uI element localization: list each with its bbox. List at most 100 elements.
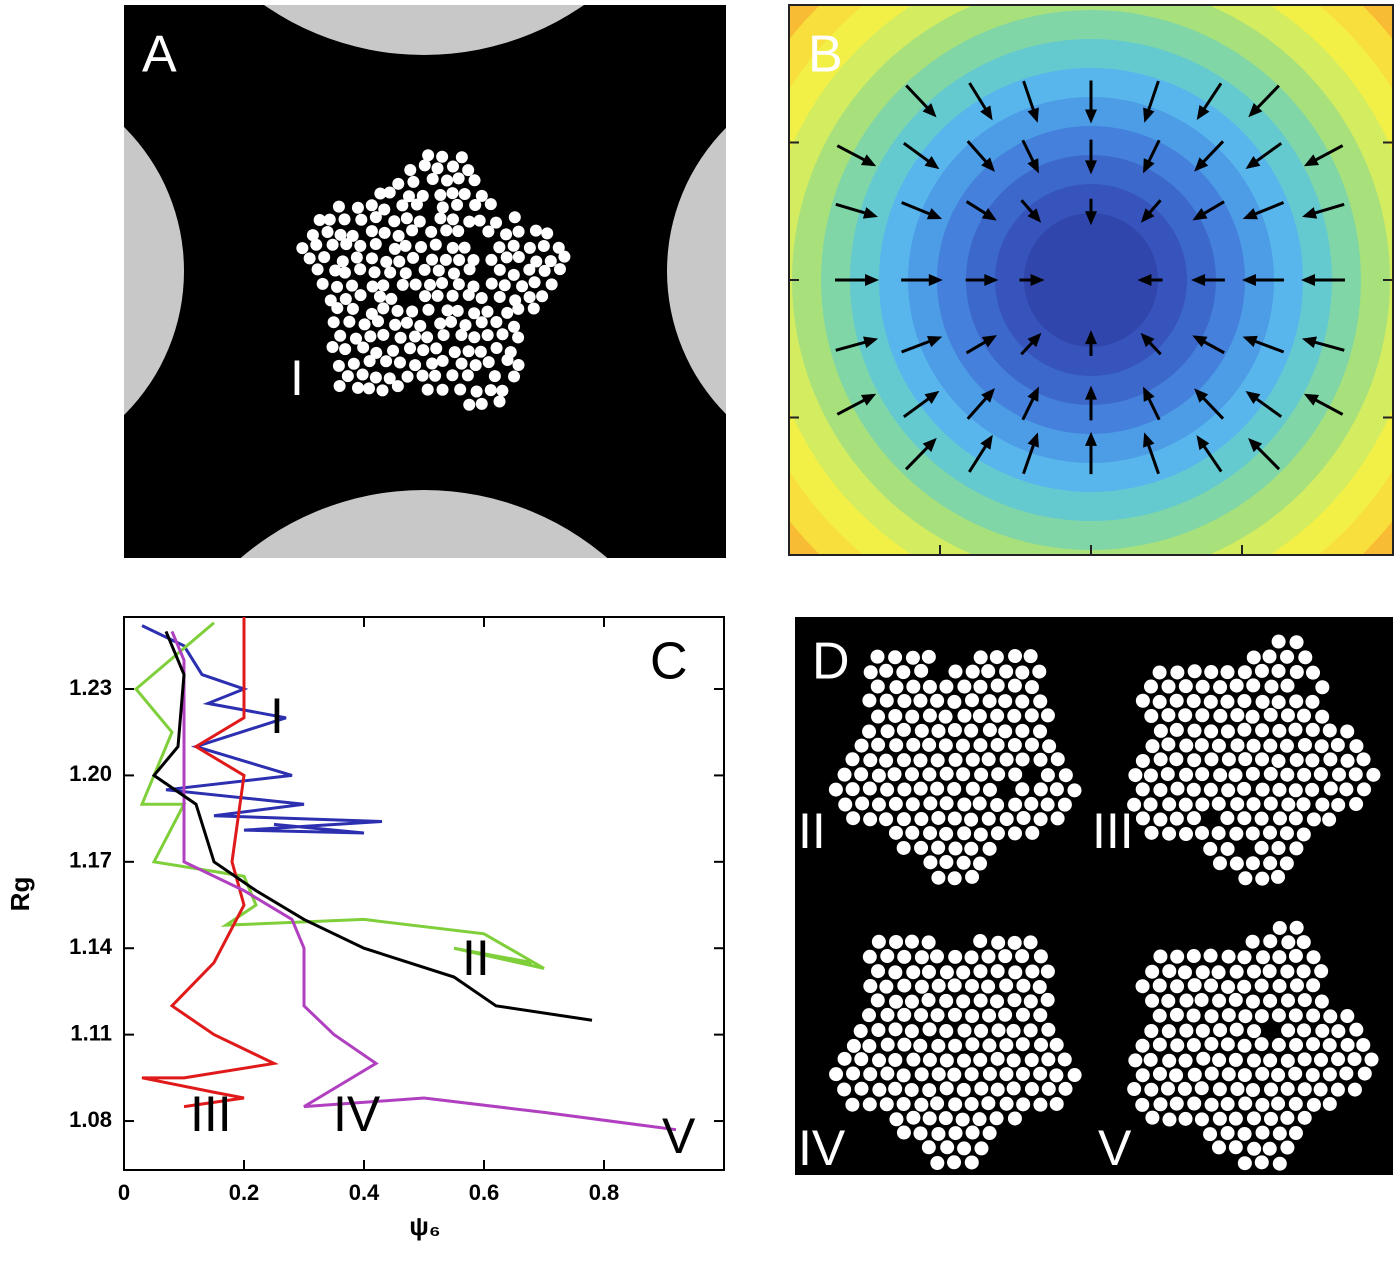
particle	[931, 810, 946, 825]
particle	[1254, 840, 1269, 855]
particle	[1177, 1081, 1192, 1096]
particle	[498, 279, 511, 292]
particle	[436, 201, 449, 214]
arrow-head	[1248, 437, 1263, 453]
particle	[991, 935, 1006, 950]
particle	[407, 251, 420, 264]
particle	[1237, 665, 1252, 680]
particle	[1288, 722, 1303, 737]
particle	[862, 1008, 877, 1023]
arrow-head	[1027, 158, 1039, 174]
particle	[905, 825, 920, 840]
particle	[829, 1067, 844, 1082]
particle	[1228, 768, 1243, 783]
particle	[880, 1007, 895, 1022]
particle	[340, 238, 353, 251]
particle	[1357, 1066, 1372, 1081]
particle	[422, 149, 435, 162]
particle	[392, 229, 405, 242]
particle	[904, 934, 919, 949]
particle	[1306, 950, 1321, 965]
particle	[1204, 1009, 1219, 1024]
particle	[1298, 650, 1313, 665]
particle	[346, 279, 359, 292]
particle	[394, 331, 407, 344]
particle	[363, 355, 376, 368]
arrow-head	[1140, 332, 1155, 348]
particle	[370, 346, 383, 359]
particle	[1297, 737, 1312, 752]
particle	[436, 383, 449, 396]
particle	[913, 781, 928, 796]
particle	[426, 253, 439, 266]
particle	[399, 267, 412, 280]
particle	[964, 723, 979, 738]
particle	[1153, 782, 1168, 797]
particle	[1305, 665, 1320, 680]
particle	[454, 383, 467, 396]
particle	[436, 354, 449, 367]
annotation: III	[190, 1086, 232, 1142]
particle	[415, 240, 428, 253]
plot-frame	[123, 616, 725, 1171]
particle	[956, 1053, 971, 1068]
particle	[1212, 993, 1227, 1008]
annotation: I	[270, 688, 284, 744]
particle	[1272, 978, 1287, 993]
particle	[896, 1068, 911, 1083]
particle	[1220, 665, 1235, 680]
particle	[516, 280, 529, 293]
particle	[998, 949, 1013, 964]
arrow-head	[1196, 435, 1210, 451]
particle	[1143, 679, 1158, 694]
x-tick-label: 0	[118, 1180, 130, 1205]
particle	[1008, 797, 1023, 812]
particle	[904, 767, 919, 782]
particle	[1015, 949, 1030, 964]
particle	[922, 767, 937, 782]
particle	[332, 200, 345, 213]
particle	[863, 665, 878, 680]
particle	[1007, 708, 1022, 723]
particle	[938, 738, 953, 753]
particle	[1007, 935, 1022, 950]
x-tick-label: 0.8	[589, 1180, 620, 1205]
particle	[1006, 1053, 1021, 1068]
particle	[1221, 1008, 1236, 1023]
particle	[1296, 797, 1311, 812]
particle	[1280, 708, 1295, 723]
particle	[880, 1037, 895, 1052]
particle	[913, 1038, 928, 1053]
arrow-head	[922, 437, 937, 453]
particle	[1153, 812, 1168, 827]
particle	[1262, 649, 1277, 664]
particle	[1323, 781, 1338, 796]
particle	[922, 1052, 937, 1067]
particle	[1186, 782, 1201, 797]
particle	[1305, 694, 1320, 709]
particle	[334, 228, 347, 241]
particle	[1194, 825, 1209, 840]
particle	[327, 316, 340, 329]
particle	[1161, 708, 1176, 723]
particle	[1211, 826, 1226, 841]
particle	[421, 331, 434, 344]
particle	[1262, 825, 1277, 840]
particle	[1357, 782, 1372, 797]
particle	[1262, 964, 1277, 979]
particle	[845, 782, 860, 797]
particle	[369, 371, 382, 384]
particle	[1186, 1008, 1201, 1023]
particle	[1288, 1096, 1303, 1111]
particle	[1161, 737, 1176, 752]
particle	[965, 752, 980, 767]
particle	[334, 329, 347, 342]
particle	[956, 994, 971, 1009]
particle	[1203, 948, 1218, 963]
particle	[1007, 738, 1022, 753]
particle	[1057, 797, 1072, 812]
particle	[1245, 709, 1260, 724]
particle	[939, 1081, 954, 1096]
particle	[384, 266, 397, 279]
arrow-head	[926, 335, 943, 348]
